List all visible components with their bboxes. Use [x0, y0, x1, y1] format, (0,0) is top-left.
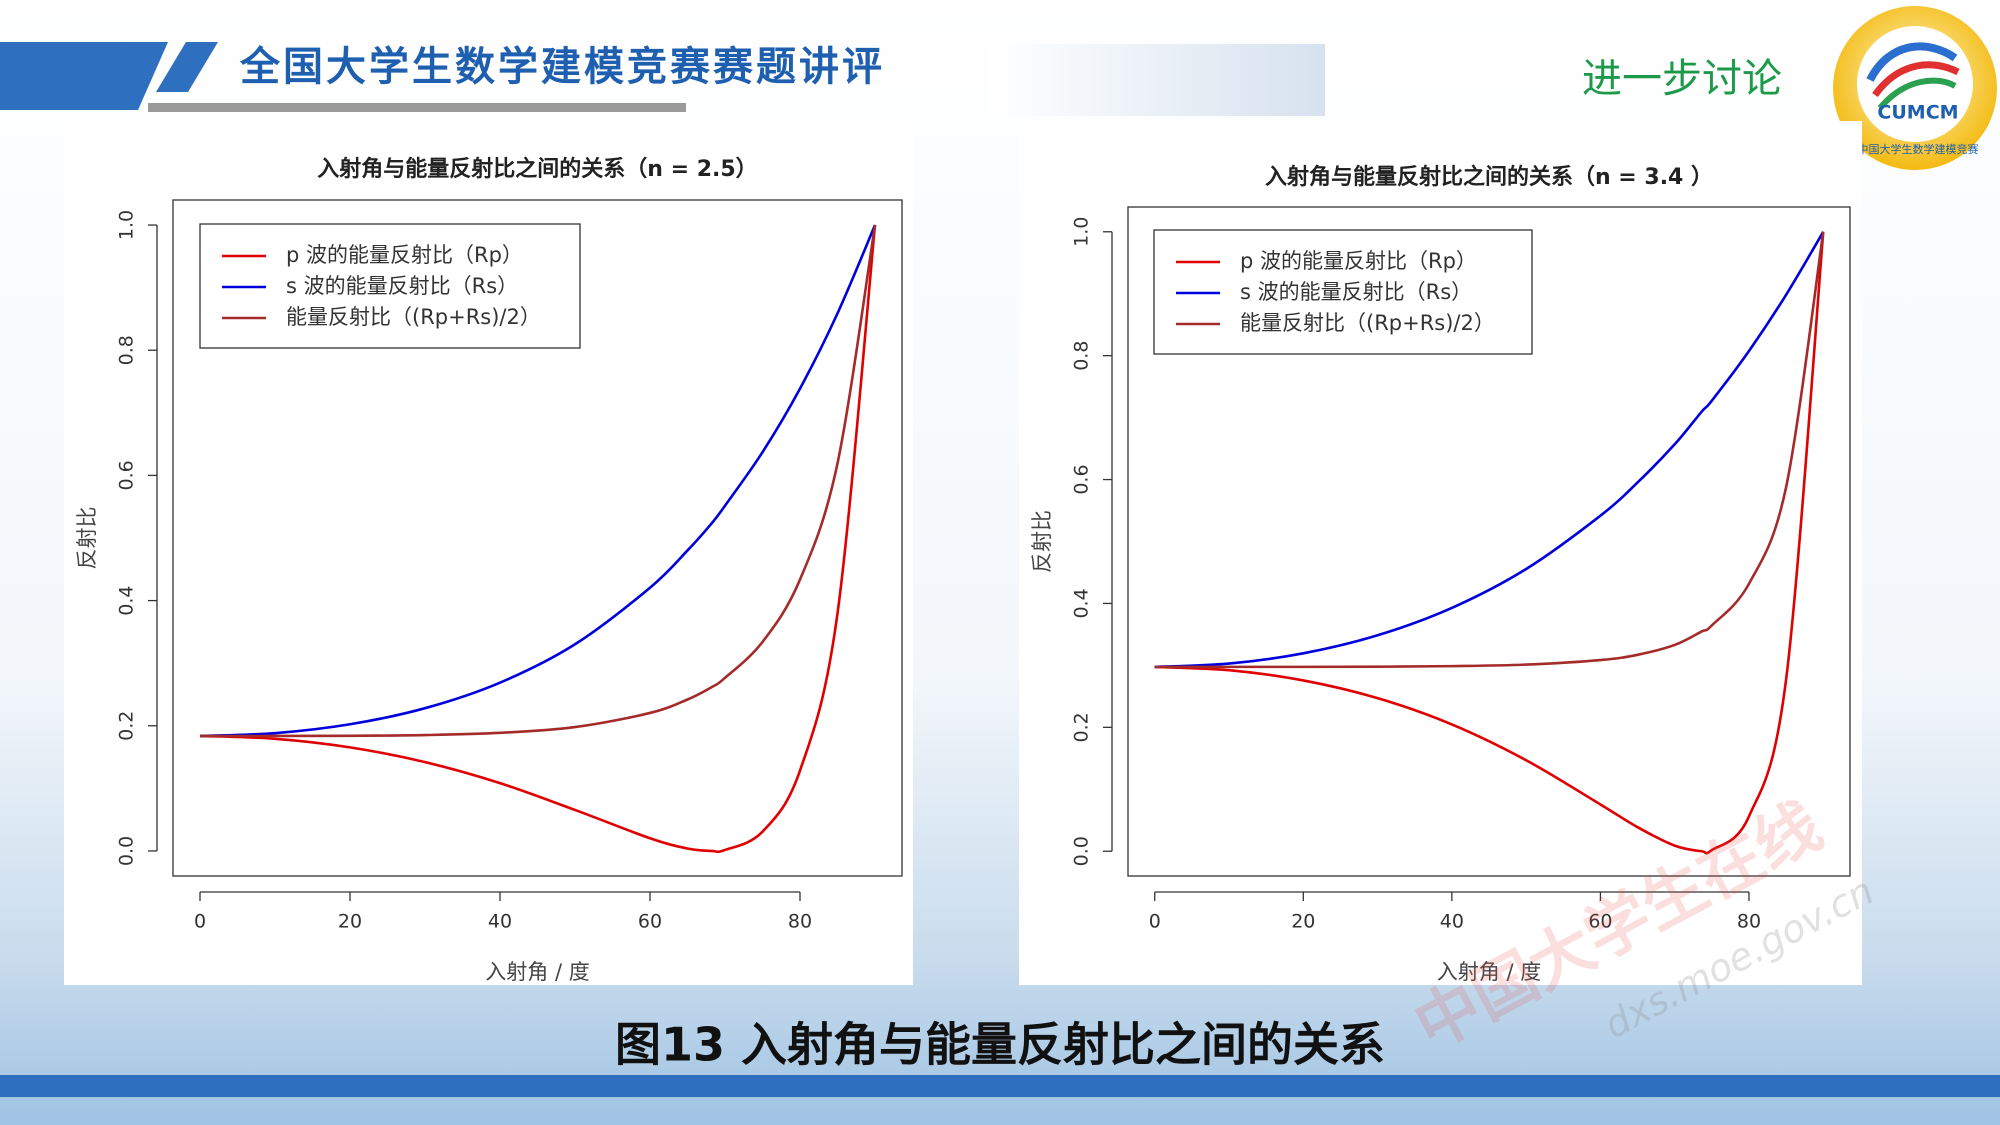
x-tick-label: 0 [194, 911, 206, 933]
plot-frame [172, 199, 903, 877]
legend-label: 能量反射比（(Rp+Rs)/2） [286, 305, 541, 329]
header-underline [148, 103, 686, 112]
logo-swoosh [1872, 61, 1960, 98]
header-bar [156, 42, 218, 92]
x-tick-label: 40 [1440, 911, 1464, 933]
legend-label: s 波的能量反射比（Rs） [286, 274, 518, 298]
header-bar [0, 42, 168, 110]
series-line [199, 224, 877, 854]
logo: CUMCM 中国大学生数学建模竞赛 [1833, 6, 1997, 170]
series-line [199, 224, 877, 738]
y-tick-label: 0.4 [1071, 588, 1093, 618]
y-tick-label: 0.0 [1071, 836, 1093, 866]
header-fade [990, 44, 1325, 116]
y-tick-label: 0.0 [116, 836, 138, 866]
y-tick-label: 0.6 [116, 460, 138, 490]
y-tick-label: 1.0 [116, 210, 138, 240]
x-axis-label: 入射角 / 度 [485, 960, 589, 984]
y-tick-label: 0.8 [1071, 341, 1093, 371]
footer-bar [0, 1075, 2000, 1097]
x-tick-label: 40 [488, 911, 512, 933]
y-tick-label: 0.2 [116, 711, 138, 741]
chart-title: 入射角与能量反射比之间的关系（n = 3.4 ） [1265, 164, 1713, 190]
series-line [1154, 231, 1825, 669]
section-title: 进一步讨论 [1582, 56, 1782, 102]
charts: 入射角与能量反射比之间的关系（n = 2.5） 0 20 40 60 80 0.0 0.2 0.… [75, 156, 1851, 984]
caption: 图13 入射角与能量反射比之间的关系 [615, 1018, 1385, 1072]
logo-swoosh [1877, 77, 1957, 110]
x-tick-label: 20 [338, 911, 362, 933]
x-tick-label: 60 [1588, 911, 1612, 933]
x-tick-label: 20 [1291, 911, 1315, 933]
logo-swoosh [1866, 42, 1958, 82]
logo-text: CUMCM [1877, 102, 1958, 124]
y-axis-label: 反射比 [75, 507, 99, 570]
x-tick-label: 0 [1149, 911, 1161, 933]
y-tick-label: 0.6 [1071, 464, 1093, 494]
series-line [1154, 231, 1825, 669]
legend-label: p 波的能量反射比（Rp） [1240, 249, 1477, 273]
legend-label: p 波的能量反射比（Rp） [286, 243, 523, 267]
x-axis-label: 入射角 / 度 [1437, 960, 1541, 984]
chart: 入射角与能量反射比之间的关系（n = 3.4 ） 0 20 40 60 80 0.0 0.2 0… [1030, 164, 1851, 984]
series-line [199, 224, 877, 738]
x-tick-label: 80 [788, 911, 812, 933]
header-title: 全国大学生数学建模竞赛赛题讲评 [239, 43, 885, 90]
y-axis-label: 反射比 [1030, 510, 1054, 573]
y-tick-label: 0.2 [1071, 712, 1093, 742]
y-tick-label: 1.0 [1071, 217, 1093, 247]
chart: 入射角与能量反射比之间的关系（n = 2.5） 0 20 40 60 80 0.0 0.2 0.… [75, 156, 903, 984]
x-tick-label: 80 [1737, 911, 1761, 933]
y-tick-label: 0.8 [116, 335, 138, 365]
x-tick-label: 60 [638, 911, 662, 933]
plot-frame [1127, 206, 1851, 877]
logo-ring-text: 中国大学生数学建模竞赛 [1858, 142, 1979, 156]
y-tick-label: 0.4 [116, 585, 138, 615]
legend-label: s 波的能量反射比（Rs） [1240, 280, 1472, 304]
legend-label: 能量反射比（(Rp+Rs)/2） [1240, 311, 1495, 335]
series-line [1154, 231, 1825, 855]
chart-title: 入射角与能量反射比之间的关系（n = 2.5） [317, 156, 757, 182]
